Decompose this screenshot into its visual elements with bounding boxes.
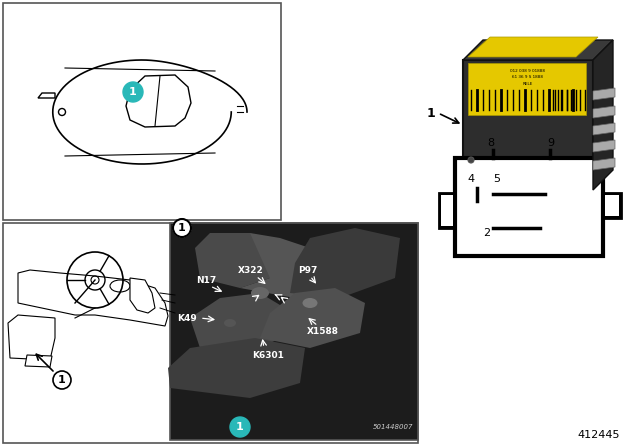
Polygon shape bbox=[126, 75, 191, 127]
Circle shape bbox=[123, 82, 143, 102]
Text: 8: 8 bbox=[487, 138, 494, 148]
Text: P97: P97 bbox=[298, 266, 317, 275]
Circle shape bbox=[468, 157, 474, 163]
Polygon shape bbox=[8, 315, 55, 360]
Text: RELE: RELE bbox=[523, 82, 533, 86]
Bar bbox=[170, 223, 418, 440]
Text: 5: 5 bbox=[493, 174, 500, 184]
Text: 1: 1 bbox=[426, 107, 435, 120]
Text: 412445: 412445 bbox=[577, 430, 620, 440]
Text: 012 038 9 01888: 012 038 9 01888 bbox=[511, 69, 545, 73]
Polygon shape bbox=[290, 228, 400, 298]
Text: K6301: K6301 bbox=[252, 350, 284, 359]
Circle shape bbox=[53, 371, 71, 389]
Text: N17: N17 bbox=[196, 276, 216, 284]
Bar bbox=[468, 63, 586, 115]
Polygon shape bbox=[190, 293, 285, 353]
Bar bbox=[603, 193, 621, 218]
Polygon shape bbox=[25, 355, 52, 367]
Text: 501448007: 501448007 bbox=[372, 424, 413, 430]
Ellipse shape bbox=[303, 298, 317, 308]
Bar bbox=[3, 223, 418, 443]
Bar bbox=[455, 158, 603, 256]
Polygon shape bbox=[593, 140, 615, 152]
Text: 4: 4 bbox=[467, 174, 474, 184]
Bar bbox=[439, 193, 455, 228]
Polygon shape bbox=[468, 37, 598, 57]
Polygon shape bbox=[260, 288, 365, 348]
Polygon shape bbox=[130, 278, 155, 313]
Polygon shape bbox=[168, 338, 305, 398]
Ellipse shape bbox=[224, 319, 236, 327]
Text: 61 36 9 S 1888: 61 36 9 S 1888 bbox=[513, 75, 543, 79]
Circle shape bbox=[173, 219, 191, 237]
Polygon shape bbox=[593, 158, 615, 170]
Polygon shape bbox=[593, 106, 615, 118]
Text: X322: X322 bbox=[238, 266, 264, 275]
Polygon shape bbox=[38, 93, 55, 98]
Circle shape bbox=[230, 417, 250, 437]
Text: 1: 1 bbox=[58, 375, 66, 385]
Text: 9: 9 bbox=[547, 138, 554, 148]
Bar bbox=[441, 195, 453, 226]
Text: 2: 2 bbox=[483, 228, 490, 238]
Polygon shape bbox=[195, 233, 275, 288]
Text: 1: 1 bbox=[236, 422, 244, 432]
Text: 1: 1 bbox=[178, 223, 186, 233]
Text: K49: K49 bbox=[177, 314, 196, 323]
Polygon shape bbox=[240, 233, 320, 298]
Bar bbox=[463, 60, 593, 190]
Ellipse shape bbox=[251, 287, 269, 299]
Polygon shape bbox=[593, 88, 615, 100]
Bar bbox=[3, 3, 281, 220]
Polygon shape bbox=[593, 40, 613, 190]
Text: X1588: X1588 bbox=[307, 327, 339, 336]
Polygon shape bbox=[593, 123, 615, 135]
Polygon shape bbox=[463, 40, 613, 60]
Text: 1: 1 bbox=[129, 87, 137, 97]
Polygon shape bbox=[18, 270, 168, 326]
Bar bbox=[605, 195, 619, 216]
